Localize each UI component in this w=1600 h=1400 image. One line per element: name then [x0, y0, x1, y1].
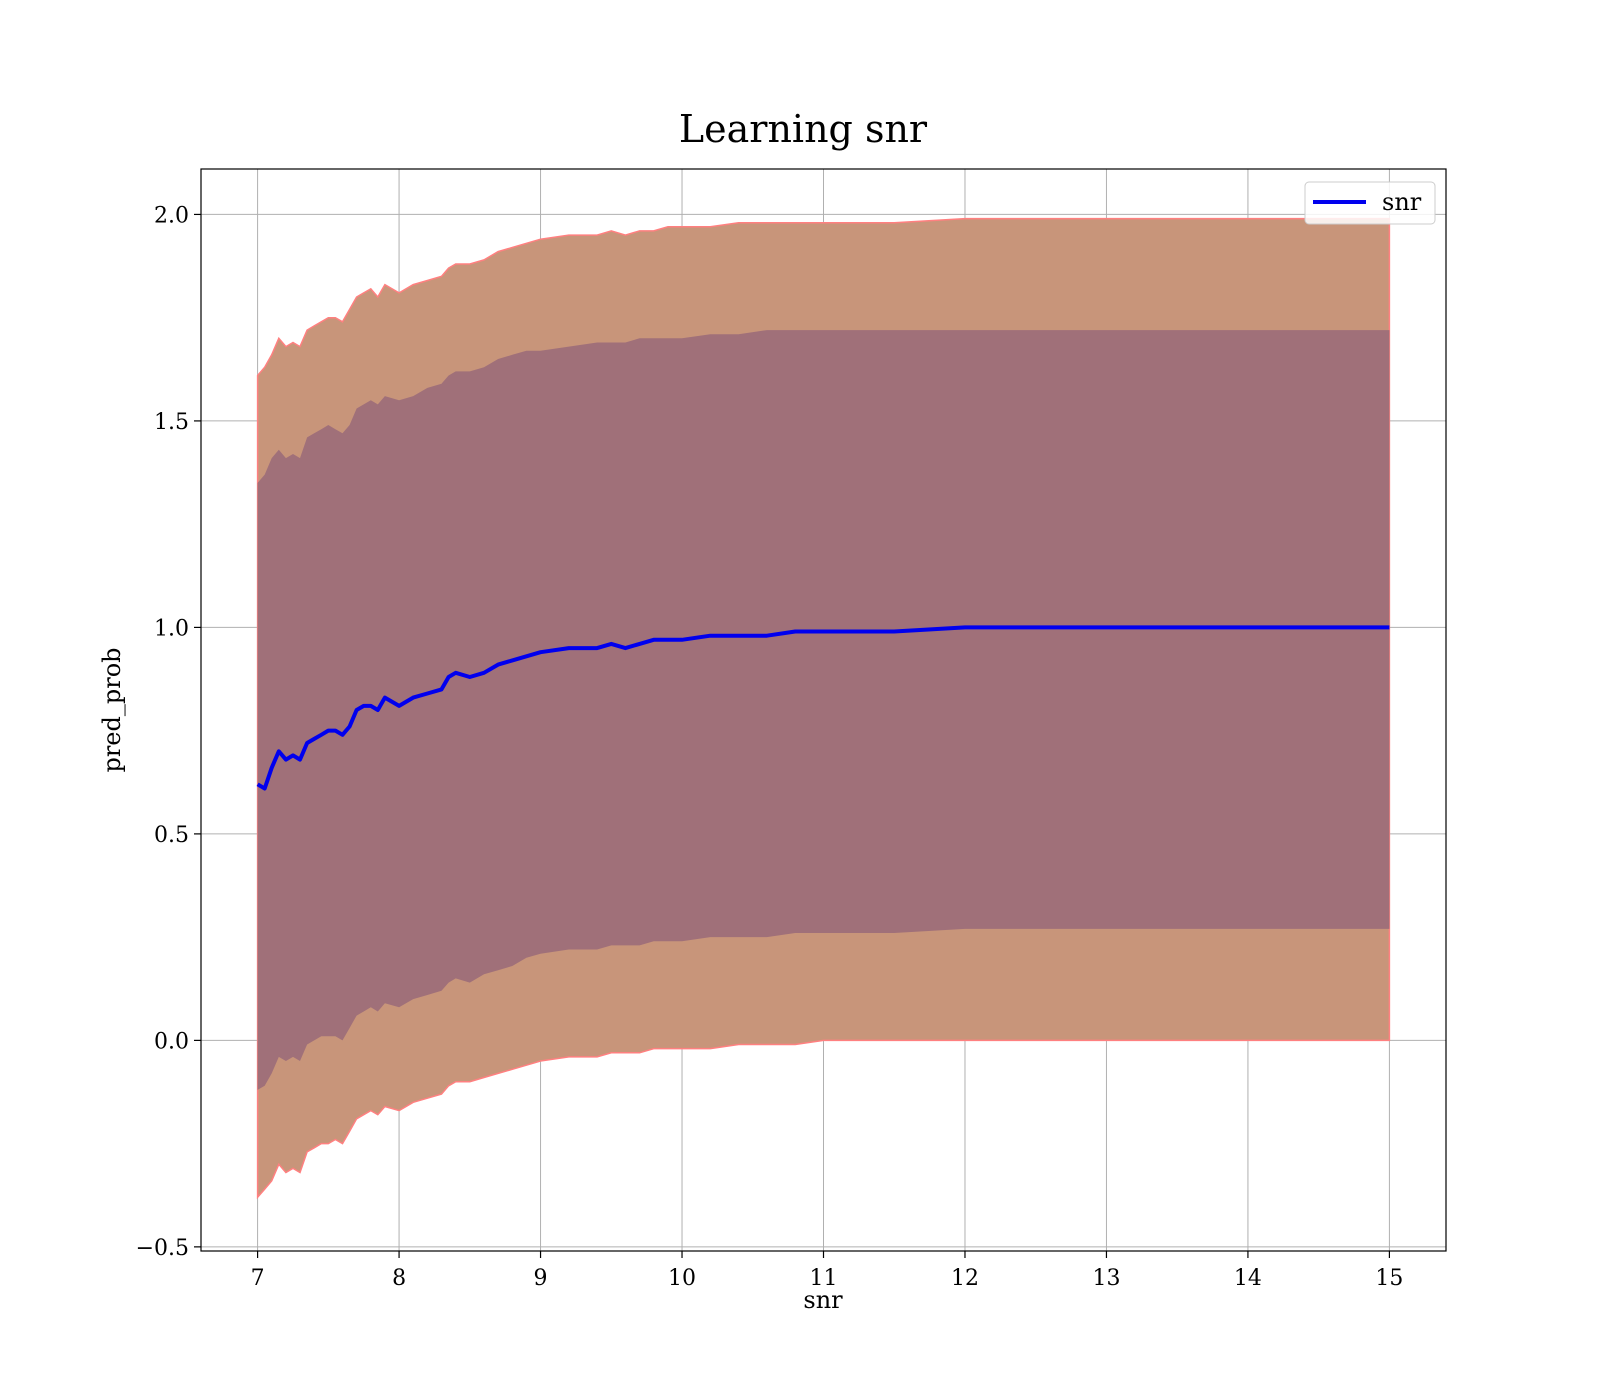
- y-axis-label: pred_prob: [98, 647, 126, 772]
- chart-title: Learning snr: [679, 107, 928, 151]
- legend: snr: [1304, 181, 1436, 225]
- series-lines: [256, 625, 1390, 791]
- x-tick-label-7: 14: [1234, 1266, 1262, 1291]
- x-tick-label-1: 8: [392, 1266, 406, 1291]
- y-tick-label-1: 0.0: [154, 1029, 189, 1054]
- x-tick-label-5: 12: [951, 1266, 979, 1291]
- series-line-snr: [256, 625, 1390, 791]
- y-tick-label-4: 1.5: [154, 410, 189, 435]
- x-axis-label: snr: [803, 1286, 843, 1314]
- inner-band: [257, 330, 1390, 1090]
- x-tick-label-2: 9: [534, 1266, 548, 1291]
- y-tick-label-2: 0.5: [154, 823, 189, 848]
- x-axis-ticks: 7 8 9 10 11 12 13 14 15: [251, 1251, 1403, 1291]
- confidence-bands: [256, 217, 1391, 1200]
- y-axis-ticks: −0.5 0.0 0.5 1.0 1.5 2.0: [136, 203, 201, 1261]
- x-tick-label-0: 7: [251, 1266, 265, 1291]
- y-tick-label-0: −0.5: [136, 1236, 189, 1261]
- y-tick-label-5: 2.0: [154, 203, 189, 228]
- x-tick-label-8: 15: [1375, 1266, 1403, 1291]
- x-tick-label-4: 11: [810, 1266, 838, 1291]
- legend-box: [1304, 181, 1436, 225]
- y-tick-label-3: 1.0: [154, 616, 189, 641]
- legend-label: snr: [1382, 188, 1422, 216]
- x-tick-label-3: 10: [668, 1266, 696, 1291]
- x-tick-label-6: 13: [1092, 1266, 1120, 1291]
